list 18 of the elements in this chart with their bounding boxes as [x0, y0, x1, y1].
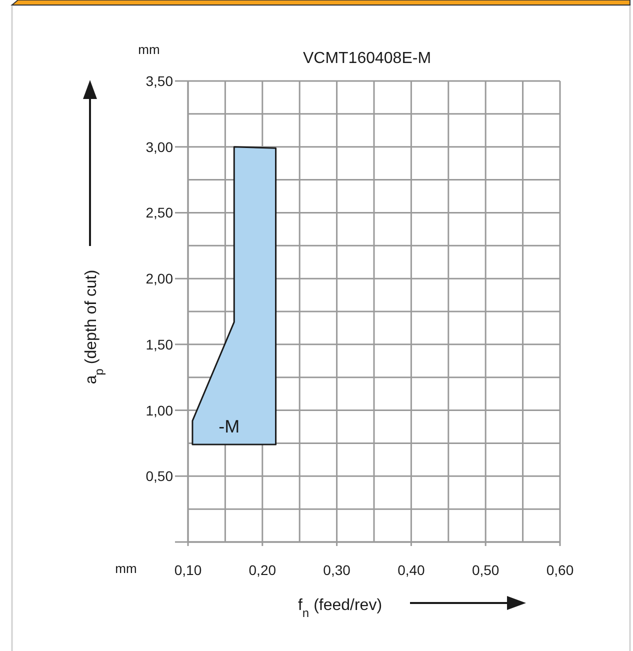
x-axis-title: f$_{n}$ (feed/rev) — [298, 597, 382, 620]
x-tick-label: 0,20 — [248, 562, 276, 578]
chart-title: VCMT160408E-M — [302, 50, 432, 67]
y-tick-label: 2,00 — [146, 270, 174, 287]
y-tick-label: 1,50 — [146, 336, 174, 352]
x-tick-label: 0,60 — [546, 562, 574, 578]
y-tick-label: 3,50 — [146, 73, 174, 89]
y-tick-label: 2,50 — [146, 204, 174, 221]
y-tick-label: 1,00 — [146, 402, 174, 418]
x-tick-label: 0,50 — [472, 562, 500, 578]
text: mm — [138, 42, 160, 57]
x-tick-label: 0,10 — [174, 562, 202, 578]
y-tick-label: 0,50 — [146, 468, 174, 484]
x-tick-label: 0,40 — [398, 562, 426, 578]
series-label: -M — [218, 416, 240, 436]
text: mm — [115, 561, 137, 576]
y-tick-label: 3,00 — [146, 138, 174, 155]
x-tick-label: 0,30 — [323, 562, 351, 578]
